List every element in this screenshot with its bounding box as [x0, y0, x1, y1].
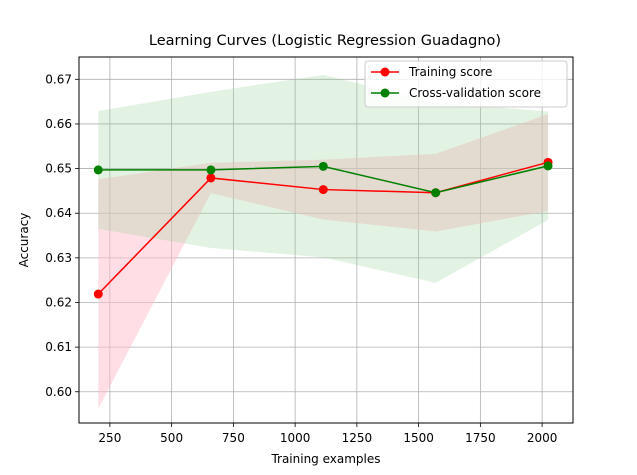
- x-tick-label: 250: [98, 431, 121, 445]
- x-axis-label: Training examples: [270, 452, 380, 466]
- x-axis-ticks: 250 500 750 1000 1250 1500 1750 2000: [98, 423, 557, 445]
- y-tick-label: 0.66: [45, 117, 72, 131]
- data-point-cross-validation: [206, 165, 216, 175]
- x-tick-label: 750: [222, 431, 245, 445]
- x-tick-label: 1000: [280, 431, 311, 445]
- series-markers: [93, 157, 553, 299]
- x-tick-label: 1750: [465, 431, 496, 445]
- legend-marker-training: [380, 67, 390, 77]
- data-point-training: [93, 289, 103, 299]
- legend-label-cross-validation: Cross-validation score: [409, 86, 541, 100]
- y-tick-label: 0.65: [45, 162, 72, 176]
- x-tick-label: 500: [160, 431, 183, 445]
- data-point-training: [318, 185, 328, 195]
- x-tick-label: 2000: [527, 431, 558, 445]
- x-tick-label: 1500: [403, 431, 434, 445]
- data-point-cross-validation: [431, 188, 441, 198]
- y-axis-ticks: 0.60 0.61 0.62 0.63 0.64 0.65 0.66 0.67: [45, 72, 79, 399]
- y-tick-label: 0.61: [45, 340, 72, 354]
- y-tick-label: 0.60: [45, 385, 72, 399]
- y-tick-label: 0.62: [45, 295, 72, 309]
- chart-title: Learning Curves (Logistic Regression Gua…: [149, 33, 501, 49]
- std-band-training: [98, 114, 549, 409]
- data-point-cross-validation: [93, 165, 103, 175]
- y-tick-label: 0.63: [45, 251, 72, 265]
- plot-frame: [78, 56, 574, 424]
- std-band-cross-validation: [98, 74, 549, 283]
- data-point-cross-validation: [318, 161, 328, 171]
- y-tick-label: 0.67: [45, 72, 72, 86]
- legend-box: [364, 60, 568, 108]
- y-tick-label: 0.64: [45, 206, 72, 220]
- legend: Training score Cross-validation score: [364, 60, 568, 108]
- legend-marker-cross-validation: [380, 88, 390, 98]
- legend-label-training: Training score: [408, 65, 492, 79]
- data-point-training: [206, 173, 216, 183]
- data-point-cross-validation: [543, 161, 553, 171]
- y-axis-label: Accuracy: [17, 213, 31, 268]
- x-tick-label: 1250: [342, 431, 373, 445]
- std-bands: [98, 74, 549, 409]
